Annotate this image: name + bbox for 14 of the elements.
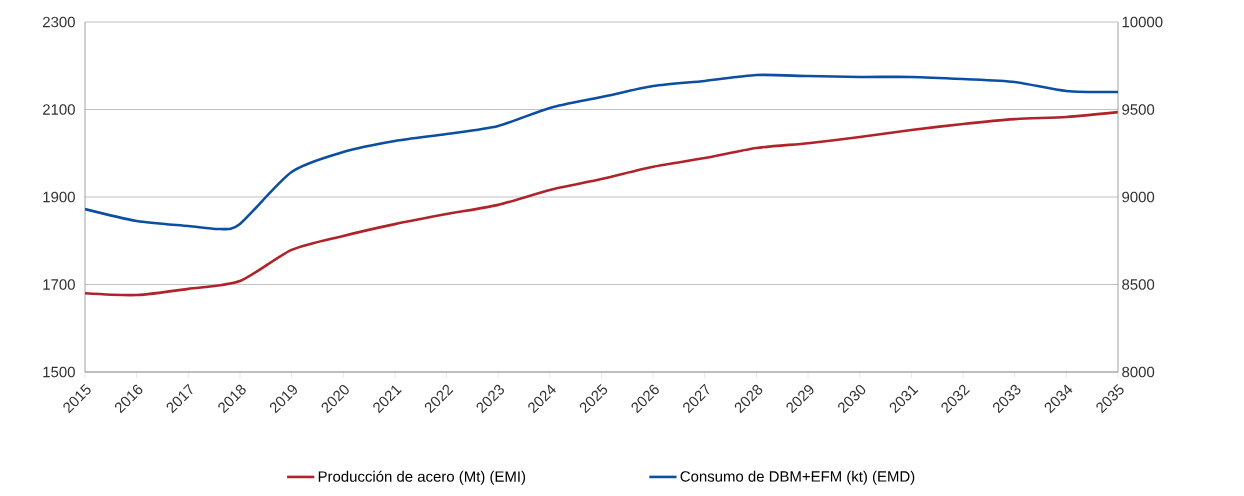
legend-label: Producción de acero (Mt) (EMI) bbox=[318, 470, 526, 485]
y-tick-label: 2100 bbox=[43, 104, 75, 115]
y2-tick-label: 9000 bbox=[1122, 191, 1155, 203]
line-series bbox=[85, 73, 1118, 231]
y-tick-label: 1900 bbox=[43, 191, 75, 203]
legend-label: Consumo de DBM+EFM (kt) (EMD) bbox=[680, 470, 915, 485]
y2-tick-label: 8500 bbox=[1122, 279, 1155, 290]
y2-tick-label: 10000 bbox=[1122, 16, 1163, 28]
y2-tick-label: 9500 bbox=[1122, 104, 1155, 115]
y-tick-label: 1500 bbox=[43, 366, 75, 378]
y-tick-label: 2300 bbox=[43, 16, 75, 28]
y2-tick-label: 8000 bbox=[1122, 366, 1155, 378]
y-tick-label: 1700 bbox=[43, 279, 75, 290]
line-series bbox=[85, 110, 1118, 297]
